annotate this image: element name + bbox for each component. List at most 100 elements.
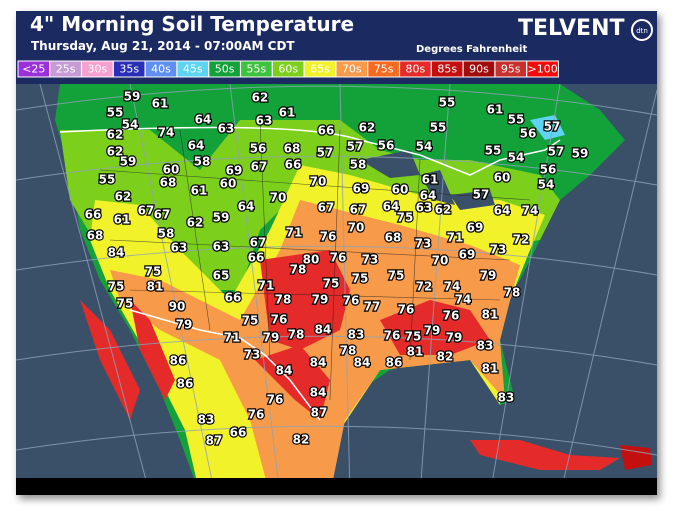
temperature-label: 74 [455, 293, 472, 307]
temperature-label: 70 [348, 221, 365, 235]
temperature-label: 54 [538, 178, 555, 192]
legend-label: <25 [22, 63, 45, 76]
temperature-label: 64 [420, 189, 437, 203]
temperature-label: 56 [540, 163, 557, 177]
temperature-label: 68 [87, 229, 104, 243]
temperature-label: 75 [323, 277, 340, 291]
temperature-label: 61 [191, 184, 208, 198]
temperature-label: 69 [353, 182, 370, 196]
temperature-label: 79 [312, 293, 329, 307]
temperature-label: 67 [251, 160, 268, 174]
temperature-label: 58 [194, 155, 211, 169]
temperature-label: 78 [275, 293, 292, 307]
legend-label: 40s [151, 63, 171, 76]
temperature-label: 71 [258, 279, 275, 293]
temperature-label: 75 [117, 297, 134, 311]
temperature-label: 58 [350, 158, 367, 172]
temperature-label: 79 [480, 269, 497, 283]
temperature-label: 67 [318, 201, 335, 215]
temperature-label: 64 [195, 113, 212, 127]
temperature-label: 76 [330, 251, 347, 265]
temperature-label: 61 [114, 213, 131, 227]
temperature-label: 66 [85, 208, 102, 222]
temperature-label: 81 [482, 362, 499, 376]
temperature-label: 75 [108, 280, 125, 294]
temperature-label: 79 [176, 318, 193, 332]
temperature-label: 75 [397, 211, 414, 225]
temperature-label: 82 [293, 433, 310, 447]
temperature-label: 69 [226, 164, 243, 178]
legend-label: 55s [247, 63, 267, 76]
temperature-label: 55 [439, 96, 456, 110]
temperature-label: 84 [310, 356, 327, 370]
temperature-label: 73 [415, 237, 432, 251]
legend-label: 50s [215, 63, 235, 76]
temperature-label: 73 [490, 243, 507, 257]
temperature-label: 54 [416, 140, 433, 154]
legend-label: 70s [342, 63, 362, 76]
temperature-label: 57 [347, 140, 364, 154]
legend-label: >100 [527, 63, 557, 76]
temperature-label: 60 [220, 177, 237, 191]
legend-label: 95s [501, 63, 521, 76]
temperature-label: 86 [386, 356, 403, 370]
temperature-label: 62 [359, 121, 376, 135]
temperature-label: 56 [378, 139, 395, 153]
temperature-label: 62 [252, 91, 269, 105]
legend-swatch [526, 60, 559, 78]
temperature-label: 63 [213, 240, 230, 254]
temperature-label: 67 [138, 204, 155, 218]
temperature-label: 81 [482, 308, 499, 322]
legend-label: 65s [310, 63, 330, 76]
temperature-label: 68 [160, 176, 177, 190]
temperature-label: 68 [385, 231, 402, 245]
temperature-label: 64 [383, 200, 400, 214]
temperature-label: 66 [318, 124, 335, 138]
temperature-label: 71 [447, 231, 464, 245]
temperature-label: 67 [350, 203, 367, 217]
temperature-label: 87 [206, 434, 223, 448]
temperature-label: 70 [310, 175, 327, 189]
temperature-label: 72 [416, 280, 433, 294]
temperature-label: 57 [548, 145, 565, 159]
temperature-label: 59 [120, 155, 137, 169]
temperature-label: 63 [218, 122, 235, 136]
temperature-label: 67 [250, 236, 267, 250]
legend-label: 30s [88, 63, 108, 76]
temperature-label: 61 [487, 103, 504, 117]
temperature-label: 76 [267, 393, 284, 407]
temperature-label: 60 [163, 163, 180, 177]
temperature-label: 58 [158, 227, 175, 241]
temperature-label: 78 [340, 344, 357, 358]
temperature-label: 63 [416, 201, 433, 215]
temperature-label: 62 [115, 190, 132, 204]
temperature-label: 69 [467, 221, 484, 235]
temperature-label: 76 [398, 303, 415, 317]
temperature-label: 73 [244, 348, 261, 362]
temperature-label: 79 [446, 331, 463, 345]
legend-label: 25s [56, 63, 76, 76]
temperature-label: 71 [286, 226, 303, 240]
temperature-label: 84 [310, 386, 327, 400]
temperature-label: 56 [250, 142, 267, 156]
temperature-label: 54 [508, 151, 525, 165]
temperature-label: 76 [384, 329, 401, 343]
temperature-label: 76 [320, 230, 337, 244]
temperature-label: 81 [407, 345, 424, 359]
temperature-label: 54 [122, 118, 139, 132]
temperature-label: 86 [177, 377, 194, 391]
temperature-label: 55 [430, 121, 447, 135]
temperature-label: 62 [107, 128, 124, 142]
temperature-label: 63 [171, 241, 188, 255]
temperature-label: 59 [572, 147, 589, 161]
brand-ring [631, 19, 653, 41]
temperature-label: 78 [288, 328, 305, 342]
temperature-label: 60 [392, 183, 409, 197]
temperature-label: 66 [285, 158, 302, 172]
temperature-label: 60 [494, 171, 511, 185]
legend-label: 60s [278, 63, 298, 76]
temperature-label: 90 [169, 300, 186, 314]
temperature-label: 83 [477, 339, 494, 353]
temperature-label: 83 [198, 413, 215, 427]
temperature-label: 65 [213, 269, 230, 283]
